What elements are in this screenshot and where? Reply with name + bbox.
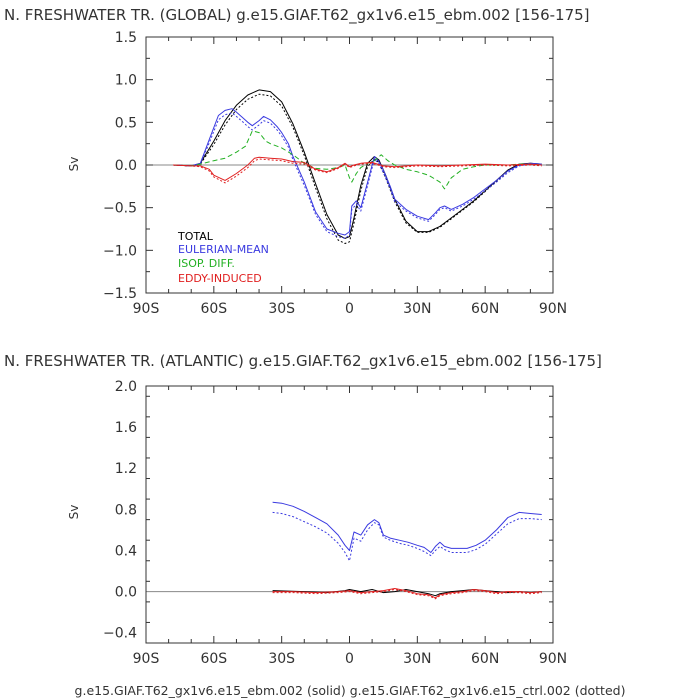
global-y-tick-label: 1.0	[115, 73, 137, 89]
atlantic-series-eulerian-mean-solid	[272, 501, 542, 553]
legend-eddy-induced: EDDY-INDUCED	[178, 272, 262, 285]
global-series-eulerian-mean-dotted	[173, 112, 542, 239]
atlantic-x-tick-label: 60N	[471, 651, 499, 667]
global-series-eddy-induced-solid	[173, 156, 542, 181]
atlantic-x-tick-label: 30N	[403, 651, 431, 667]
global-y-tick-label: 1.5	[115, 30, 137, 46]
atlantic-x-tick-label: 90N	[539, 651, 567, 667]
atlantic-y-tick-label: 2.0	[115, 379, 137, 395]
global-y-tick-label: −1.0	[103, 243, 137, 259]
global-series-isop-diff-dashed	[173, 130, 542, 190]
global-y-tick-label: −1.5	[103, 286, 137, 302]
atlantic-panel: N. FRESHWATER TR. (ATLANTIC) g.e15.GIAF.…	[4, 352, 602, 667]
atlantic-y-tick-label: 0.4	[115, 543, 137, 559]
atlantic-y-axis-label: Sv	[67, 505, 81, 520]
legend-eulerian-mean: EULERIAN-MEAN	[178, 243, 269, 256]
global-panel: N. FRESHWATER TR. (GLOBAL) g.e15.GIAF.T6…	[4, 6, 590, 317]
legend-isop-diff: ISOP. DIFF.	[178, 257, 235, 270]
atlantic-series-eddy-induced-dotted	[272, 589, 542, 600]
global-x-tick-label: 90S	[133, 301, 160, 317]
global-x-tick-label: 60N	[471, 301, 499, 317]
global-series-eddy-induced-dotted	[173, 158, 542, 184]
atlantic-y-tick-label: 0.0	[115, 585, 137, 601]
global-series-total-solid	[173, 89, 542, 239]
global-x-tick-label: 0	[345, 301, 354, 317]
atlantic-x-tick-label: 30S	[268, 651, 295, 667]
atlantic-x-tick-label: 60S	[200, 651, 227, 667]
global-x-tick-label: 30N	[403, 301, 431, 317]
global-y-tick-label: 0.5	[115, 115, 137, 131]
atlantic-series-eddy-induced-solid	[272, 588, 542, 599]
atlantic-plot-frame	[145, 385, 554, 644]
global-y-tick-label: −0.5	[103, 201, 137, 217]
global-y-tick-label: 0.0	[115, 158, 137, 174]
global-x-tick-label: 60S	[200, 301, 227, 317]
global-x-tick-label: 90N	[539, 301, 567, 317]
atlantic-series-eulerian-mean-dotted	[272, 511, 542, 562]
footer-caption: g.e15.GIAF.T62_gx1v6.e15_ebm.002 (solid)…	[75, 683, 626, 698]
atlantic-y-tick-label: 1.2	[115, 461, 137, 477]
global-x-tick-label: 30S	[268, 301, 295, 317]
atlantic-x-tick-label: 0	[345, 651, 354, 667]
atlantic-plot-area: 90S 60S 30S 0 30N 60N 90N −0.4 0.0 0.4 0.8 1.2 1.6 2.…	[103, 379, 567, 667]
atlantic-y-tick-label: −0.4	[103, 626, 137, 642]
global-legend: TOTAL EULERIAN-MEAN ISOP. DIFF. EDDY-IND…	[177, 230, 269, 285]
atlantic-y-tick-label: 1.6	[115, 420, 137, 436]
legend-total: TOTAL	[177, 230, 214, 243]
atlantic-y-tick-label: 0.8	[115, 502, 137, 518]
global-plot-area: 90S 60S 30S 0 30N 60N 90N −1.5 −1.0 −0.5 0.0 0.5 1.0…	[103, 30, 567, 317]
atlantic-x-tick-label: 90S	[133, 651, 160, 667]
global-series-eulerian-mean-solid	[173, 108, 542, 236]
atlantic-chart-title: N. FRESHWATER TR. (ATLANTIC) g.e15.GIAF.…	[4, 352, 602, 371]
global-chart-title: N. FRESHWATER TR. (GLOBAL) g.e15.GIAF.T6…	[4, 6, 590, 25]
global-series-total-dotted	[173, 93, 542, 244]
global-y-axis-label: Sv	[67, 157, 81, 172]
